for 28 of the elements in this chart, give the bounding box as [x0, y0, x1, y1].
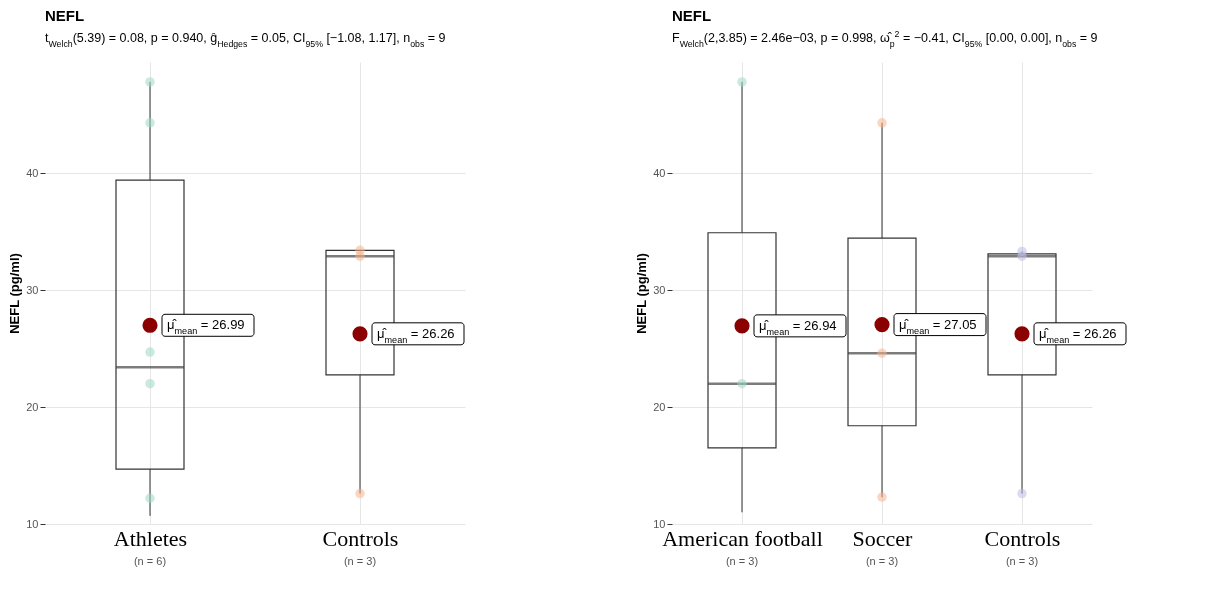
y-tick-label: 20: [26, 400, 39, 413]
text: F$_{Welch}$(2,3.85) = 2.46e−03, p = 0.998, ω̂$_{p}$$^{2}$ = −0.41, CI$_{95%}$ [0.00, 0.00], n$_{obs}$ = 9: [672, 28, 1098, 49]
chart-title: NEFL: [672, 6, 712, 24]
text: (n = 3): [865, 555, 899, 567]
y-axis-title: NEFL (pg/ml): [634, 253, 650, 334]
y-tick-label: 10: [26, 517, 39, 530]
chart-title: NEFL: [45, 6, 85, 24]
x-tick-label: Controls: [322, 525, 399, 551]
text: (n = 3): [1005, 555, 1039, 567]
text: (n = 3): [725, 555, 759, 567]
y-tick-label: 40: [26, 166, 39, 179]
data-label: μ̂$_{mean}$ = 26.94: [759, 317, 837, 337]
x-tick-label: Athletes: [113, 525, 188, 551]
data-label: μ̂$_{mean}$ = 27.05: [899, 316, 977, 336]
data-label: μ̂$_{mean}$ = 26.26: [377, 325, 455, 345]
x-tick-label: Soccer: [852, 525, 914, 551]
text: (n = 3): [343, 555, 377, 567]
y-tick-label: 20: [653, 400, 666, 413]
text: t$_{Welch}$(5.39) = 0.08, p = 0.940, ĝ$_{Hedges}$ = 0.05, CI$_{95%}$ [−1.08, 1.17], n$_{obs}$ = 9: [45, 30, 446, 49]
text: (n = 6): [133, 555, 167, 567]
x-tick-label: Controls: [984, 525, 1061, 551]
y-tick-label: 30: [653, 283, 666, 296]
data-label: μ̂$_{mean}$ = 26.99: [167, 317, 245, 337]
y-tick-label: 30: [26, 283, 39, 296]
y-tick-label: 40: [653, 166, 666, 179]
data-label: μ̂$_{mean}$ = 26.26: [1039, 325, 1117, 345]
y-tick-label: 10: [653, 517, 666, 530]
y-axis-title: NEFL (pg/ml): [7, 253, 23, 334]
